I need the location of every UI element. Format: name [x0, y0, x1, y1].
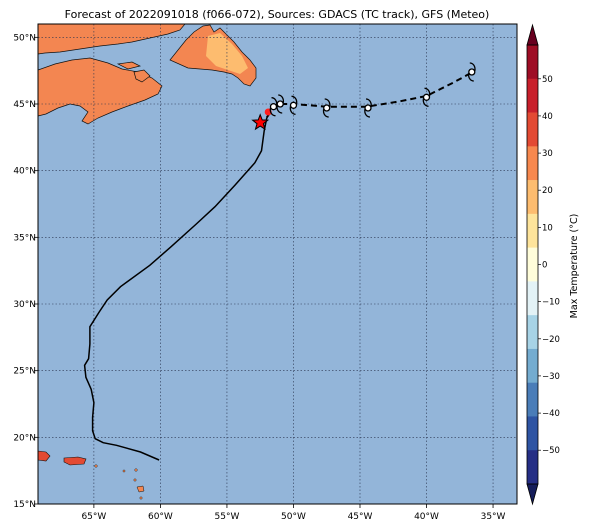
latitude-tick-label: 40°N [13, 167, 36, 177]
colorbar-tick-label: 50 [542, 75, 553, 85]
storm-track [83, 62, 476, 461]
colorbar-segment [527, 112, 538, 147]
past-track-line [83, 117, 268, 461]
storm-position-star-icon [251, 113, 270, 131]
cyclone-symbol-icon [422, 87, 431, 107]
colorbar-tick-label: 0 [542, 261, 547, 271]
latitude-tick-label: 45°N [13, 100, 36, 110]
colorbar: 50 40 30 20 10 0 −10 −20 −30 −40 −50 [526, 23, 560, 506]
latitude-tick-label: 20°N [13, 433, 36, 443]
colorbar-segment [527, 348, 538, 383]
colorbar-segment [527, 382, 538, 417]
colorbar-segment [527, 78, 538, 113]
land-pei [116, 61, 142, 70]
colorbar-bottom-extension [526, 483, 539, 506]
land-lesser-antilles-2 [122, 469, 126, 473]
colorbar-tick-label: −30 [542, 372, 560, 382]
land-lesser-antilles-1 [94, 464, 98, 468]
latitude-tick-label: 15°N [13, 500, 36, 510]
longitude-tick-label: 40°W [414, 512, 439, 522]
land-hispaniola [38, 450, 51, 462]
land-dominica [139, 496, 143, 500]
colorbar-segment [527, 45, 538, 80]
colorbar-tick-label: 10 [542, 223, 553, 233]
colorbar-tick-label: −40 [542, 409, 560, 419]
land-nova-scotia [38, 57, 163, 125]
colorbar-tick-label: −50 [542, 446, 560, 456]
land-guadeloupe [136, 485, 145, 493]
latitude-tick-label: 25°N [13, 367, 36, 377]
latitude-axis: 50°N 45°N 40°N 35°N 30°N 25°N 20°N 15°N [13, 33, 38, 510]
longitude-tick-label: 50°W [281, 512, 306, 522]
map-title: Forecast of 2022091018 (f066-072), Sourc… [65, 8, 490, 21]
colorbar-segment [527, 281, 538, 316]
longitude-tick-label: 55°W [215, 512, 240, 522]
cyclone-symbol-icon [289, 95, 298, 115]
latitude-tick-label: 30°N [13, 300, 36, 310]
colorbar-segment [527, 180, 538, 215]
land-canada [38, 24, 186, 55]
longitude-tick-label: 35°W [481, 512, 506, 522]
colorbar-tick-label: 20 [542, 186, 553, 196]
cyclone-symbol-icon [364, 98, 372, 118]
longitude-tick-label: 65°W [81, 512, 106, 522]
latitude-tick-label: 50°N [13, 33, 36, 43]
latitude-tick-label: 35°N [13, 233, 36, 243]
cyclone-symbol-icon [322, 98, 331, 118]
land-lesser-antilles-4 [133, 478, 137, 482]
colorbar-segment [527, 315, 538, 350]
cyclone-symbol-icon [276, 94, 285, 114]
land-cape-breton [133, 69, 151, 83]
cyclone-symbol-icon [467, 62, 476, 82]
colorbar-tick-label: −20 [542, 335, 560, 345]
land-lesser-antilles-3 [134, 468, 138, 472]
colorbar-tick-label: 30 [542, 149, 553, 159]
colorbar-segment [527, 450, 538, 485]
colorbar-segment [527, 213, 538, 248]
colorbar-segment [527, 416, 538, 451]
longitude-axis: 65°W 60°W 55°W 50°W 45°W 40°W 35°W [81, 504, 506, 522]
colorbar-label: Max Temperature (°C) [569, 214, 580, 319]
colorbar-tick-label: −10 [542, 298, 560, 308]
longitude-tick-label: 45°W [348, 512, 373, 522]
land-puerto-rico [63, 456, 87, 466]
colorbar-tick-label: 40 [542, 112, 553, 122]
colorbar-top-extension [526, 23, 539, 46]
land-layer [38, 24, 257, 500]
colorbar-segment [527, 146, 538, 181]
map-frame [37, 23, 518, 505]
colorbar-segment [527, 247, 538, 282]
longitude-tick-label: 60°W [148, 512, 173, 522]
